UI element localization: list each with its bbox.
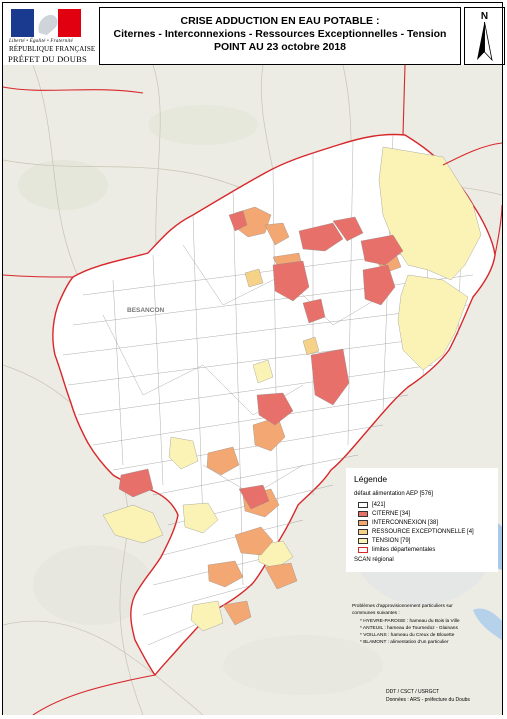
legend-swatch-citerne <box>358 510 368 517</box>
header-band: Liberté • Égalité • Fraternité RÉPUBLIQU… <box>3 3 505 65</box>
legend-swatch-default <box>358 501 368 508</box>
legend-label-interconnexion: INTERCONNEXION [38] <box>372 519 439 526</box>
notes-intro-1: Problèmes d'approvisionnement particulie… <box>352 604 453 609</box>
legend-label-ressource: RESSOURCE EXCEPTIONNELLE [4] <box>372 528 474 535</box>
legend-swatch-ressource <box>358 528 368 535</box>
legend-swatch-tension <box>358 537 368 544</box>
city-label-besancon: BESANCON <box>127 307 165 314</box>
notes-item: * ANTEUIL : hameau de Tournedoz - Glaina… <box>360 626 458 631</box>
prefecture-name: PRÉFET DU DOUBS <box>8 54 87 64</box>
legend-title: Légende <box>354 474 388 484</box>
legend-label-citerne: CITERNE [34] <box>372 510 411 517</box>
north-arrow-icon <box>477 21 493 62</box>
title-line-2: Citernes - Interconnexions - Ressources … <box>113 28 447 40</box>
legend-label-default: [421] <box>372 501 386 508</box>
notes-intro-2: communes suivantes : <box>352 611 400 616</box>
title-line-3: POINT AU 23 octobre 2018 <box>213 41 347 53</box>
republic-name: RÉPUBLIQUE FRANÇAISE <box>9 45 96 53</box>
republic-motto: Liberté • Égalité • Fraternité <box>9 39 73 44</box>
legend-item-default: [421] <box>358 500 492 509</box>
credits-line-1: DDT / CSCT / USRGCT <box>386 689 440 695</box>
legend-label-boundary: limites départementales <box>372 546 436 553</box>
legend-box: Légende défaut alimentation AEP [576] [4… <box>346 468 498 572</box>
credits-block: DDT / CSCT / USRGCT Données : ARS - préf… <box>386 688 470 704</box>
north-letter: N <box>480 11 489 22</box>
credits-line-2: Données : ARS - préfecture du Doubs <box>386 697 470 703</box>
legend-scan-label: SCAN régional <box>354 557 394 563</box>
north-arrow-box: N <box>464 7 505 65</box>
legend-swatch-boundary <box>358 546 368 553</box>
legend-swatch-interconnexion <box>358 519 368 526</box>
notes-item: * BLAMONT : alimentation d'un particulie… <box>360 640 449 645</box>
citerne-zones <box>118 210 404 510</box>
legend-item-boundary: limites départementales <box>358 545 492 554</box>
notes-item: * HYEVRE-PAROISE : hameau du Bois la Vil… <box>360 619 460 624</box>
departmental-limits <box>3 65 502 715</box>
interconnexion-zones <box>206 206 402 626</box>
marianne-logo-icon <box>11 9 81 37</box>
lake-shape-2 <box>473 608 502 640</box>
legend-item-citerne: CITERNE [34] <box>358 509 492 518</box>
ressource-exceptionnelle-zones <box>244 268 320 356</box>
legend-item-ressource: RESSOURCE EXCEPTIONNELLE [4] <box>358 527 492 536</box>
tension-zones <box>102 146 482 632</box>
notes-item: * VOILLANS : hameau du Creux de Blouette <box>360 633 455 638</box>
legend-item-tension: TENSION [79] <box>358 536 492 545</box>
legend-label-tension: TENSION [79] <box>372 537 411 544</box>
legend-item-interconnexion: INTERCONNEXION [38] <box>358 518 492 527</box>
supply-problems-note: Problèmes d'approvisionnement particulie… <box>352 603 502 646</box>
title-line-1: CRISE ADDUCTION EN EAU POTABLE : <box>180 15 380 27</box>
legend-subtitle: défaut alimentation AEP [576] <box>354 491 433 497</box>
map-title-box: CRISE ADDUCTION EN EAU POTABLE : Citerne… <box>99 7 461 65</box>
